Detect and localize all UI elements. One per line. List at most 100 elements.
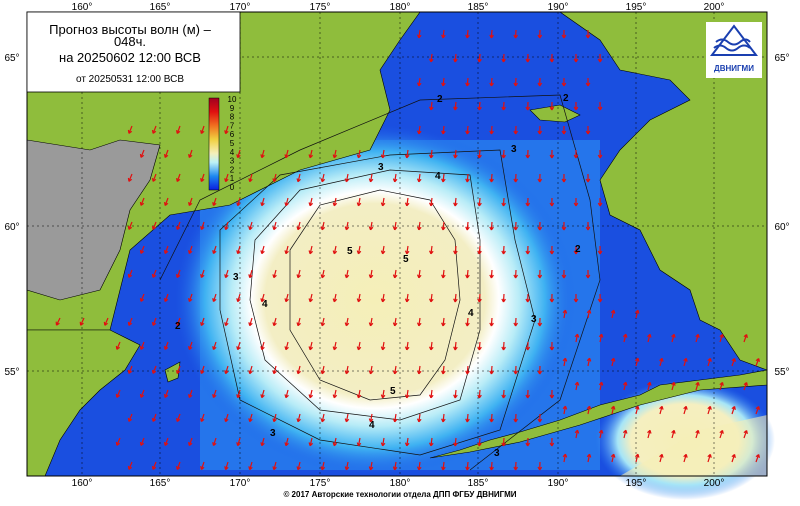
wave-arrow bbox=[176, 173, 181, 182]
wave-arrow bbox=[368, 269, 374, 279]
wave-arrow bbox=[200, 413, 205, 423]
wave-arrow bbox=[549, 245, 555, 255]
wave-arrow bbox=[115, 341, 121, 350]
colorbar-label: 2 bbox=[230, 165, 235, 174]
wave-arrow bbox=[236, 293, 241, 303]
wave-arrow bbox=[139, 245, 145, 254]
contour-label: 4 bbox=[435, 171, 441, 182]
wave-arrow bbox=[368, 317, 374, 327]
wave-arrow bbox=[272, 173, 277, 183]
wave-arrow bbox=[465, 173, 470, 183]
colorbar-label: 0 bbox=[230, 183, 235, 192]
lon-label: 195° bbox=[626, 2, 647, 13]
wave-arrow bbox=[272, 269, 277, 279]
wave-arrow bbox=[296, 221, 301, 231]
wave-arrow bbox=[465, 221, 470, 231]
wave-arrow bbox=[416, 413, 422, 423]
wave-arrow bbox=[489, 29, 494, 39]
wave-arrow bbox=[212, 245, 217, 255]
wave-arrow bbox=[755, 454, 760, 463]
wave-arrow bbox=[537, 29, 543, 39]
wave-arrow bbox=[562, 309, 568, 319]
wave-arrow bbox=[537, 365, 543, 375]
wave-arrow bbox=[224, 269, 229, 279]
wave-arrow bbox=[344, 173, 350, 183]
wave-arrow bbox=[368, 173, 374, 183]
wave-arrow bbox=[139, 437, 145, 446]
wave-arrow bbox=[127, 173, 133, 182]
wave-arrow bbox=[501, 53, 506, 63]
wave-arrow bbox=[695, 429, 700, 439]
lon-label: 175° bbox=[310, 2, 331, 13]
contour-label: 2 bbox=[575, 244, 581, 255]
wave-arrow bbox=[320, 413, 326, 423]
lon-label: 165° bbox=[150, 2, 171, 13]
wave-arrow bbox=[200, 365, 205, 375]
wave-arrow bbox=[115, 389, 121, 398]
wave-arrow bbox=[332, 197, 338, 207]
wave-arrow bbox=[55, 317, 61, 326]
wave-arrow bbox=[597, 293, 603, 303]
wave-arrow bbox=[127, 317, 133, 326]
wave-arrow bbox=[176, 125, 181, 134]
wave-arrow bbox=[586, 453, 592, 463]
wave-arrow bbox=[635, 453, 640, 463]
wave-arrow bbox=[151, 413, 157, 422]
wave-arrow bbox=[79, 317, 85, 326]
wave-arrow bbox=[537, 221, 543, 231]
wave-arrow bbox=[368, 461, 374, 471]
wave-arrow bbox=[513, 269, 519, 279]
axis-labels: 160° 165° 170° 175° 180° 185° 190° 195° … bbox=[4, 2, 789, 489]
wave-arrow bbox=[416, 29, 422, 39]
wave-arrow bbox=[429, 101, 434, 111]
wave-arrow bbox=[127, 365, 133, 374]
wave-arrow bbox=[332, 341, 338, 351]
wave-arrow bbox=[320, 461, 326, 471]
contour-label: 3 bbox=[233, 272, 239, 283]
wave-arrow bbox=[465, 125, 470, 135]
wave-arrow bbox=[320, 317, 326, 327]
wave-arrow bbox=[525, 293, 531, 303]
colorbar-label: 7 bbox=[230, 121, 235, 130]
wave-arrow bbox=[707, 453, 712, 463]
wave-arrow bbox=[176, 317, 181, 326]
lat-label: 55° bbox=[4, 367, 19, 378]
wave-arrow bbox=[188, 389, 193, 399]
wave-arrow bbox=[284, 389, 289, 399]
wave-arrow bbox=[356, 341, 362, 351]
wave-arrow bbox=[549, 437, 555, 447]
wave-arrow bbox=[392, 413, 398, 423]
wave-arrow bbox=[429, 53, 434, 63]
wave-arrow bbox=[489, 461, 494, 471]
wave-arrow bbox=[356, 149, 362, 159]
wave-arrow bbox=[731, 357, 736, 367]
wave-arrow bbox=[525, 149, 531, 159]
wave-arrow bbox=[176, 461, 181, 470]
contour-label: 5 bbox=[347, 246, 353, 257]
wave-arrow bbox=[671, 333, 676, 343]
wave-arrow bbox=[453, 293, 458, 303]
lon-label: 180° bbox=[390, 2, 411, 13]
wave-arrow bbox=[441, 173, 446, 183]
wave-arrow bbox=[260, 245, 265, 255]
wave-arrow bbox=[525, 53, 531, 63]
wave-arrow bbox=[659, 357, 664, 367]
wave-arrow bbox=[477, 101, 482, 111]
wave-arrow bbox=[489, 413, 494, 423]
wave-arrow bbox=[586, 357, 592, 367]
wave-arrow bbox=[224, 461, 229, 471]
wave-arrow bbox=[513, 29, 519, 39]
wave-arrow bbox=[501, 245, 506, 255]
lat-label: 65° bbox=[774, 53, 789, 64]
contour-line bbox=[159, 94, 601, 471]
contour-label: 2 bbox=[437, 94, 443, 105]
wave-arrow bbox=[549, 197, 555, 207]
contour-line bbox=[219, 149, 536, 456]
wave-arrow bbox=[139, 293, 145, 302]
colorbar-label: 5 bbox=[230, 139, 235, 148]
wave-arrow bbox=[429, 149, 434, 159]
wave-arrow bbox=[103, 317, 109, 326]
wave-arrow bbox=[344, 365, 350, 375]
wave-arrow bbox=[755, 406, 760, 415]
